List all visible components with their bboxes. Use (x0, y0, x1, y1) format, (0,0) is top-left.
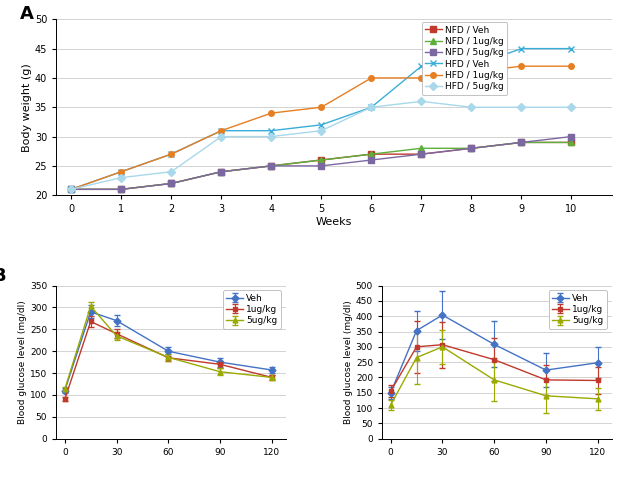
HFD / 1ug/kg (318, 104, 325, 110)
HFD / Veh (417, 63, 425, 69)
NFD / 1ug/kg (417, 146, 425, 151)
HFD / 5ug/kg (218, 134, 225, 139)
HFD / Veh (218, 128, 225, 134)
HFD / 1ug/kg (117, 169, 125, 174)
NFD / 5ug/kg (467, 146, 475, 151)
HFD / 1ug/kg (67, 187, 75, 192)
NFD / 5ug/kg (268, 163, 275, 169)
Text: B: B (0, 268, 6, 285)
NFD / Veh (117, 187, 125, 192)
HFD / 5ug/kg (318, 128, 325, 134)
HFD / Veh (167, 151, 175, 157)
HFD / Veh (518, 46, 525, 52)
HFD / Veh (117, 169, 125, 174)
HFD / Veh (368, 104, 375, 110)
HFD / Veh (67, 187, 75, 192)
HFD / 5ug/kg (117, 174, 125, 180)
NFD / Veh (167, 181, 175, 187)
Line: NFD / 1ug/kg: NFD / 1ug/kg (69, 140, 574, 192)
HFD / 1ug/kg (518, 63, 525, 69)
HFD / 5ug/kg (268, 134, 275, 139)
HFD / 1ug/kg (218, 128, 225, 134)
Legend: Veh, 1ug/kg, 5ug/kg: Veh, 1ug/kg, 5ug/kg (548, 290, 607, 329)
HFD / 5ug/kg (518, 104, 525, 110)
X-axis label: Weeks: Weeks (316, 217, 352, 227)
Line: NFD / 5ug/kg: NFD / 5ug/kg (69, 134, 574, 192)
Legend: NFD / Veh, NFD / 1ug/kg, NFD / 5ug/kg, HFD / Veh, HFD / 1ug/kg, HFD / 5ug/kg: NFD / Veh, NFD / 1ug/kg, NFD / 5ug/kg, H… (422, 22, 507, 94)
HFD / Veh (568, 46, 575, 52)
NFD / 5ug/kg (318, 163, 325, 169)
HFD / 1ug/kg (467, 69, 475, 75)
Line: HFD / 5ug/kg: HFD / 5ug/kg (69, 99, 574, 192)
HFD / 5ug/kg (368, 104, 375, 110)
Y-axis label: Blood glucose level (mg/dl): Blood glucose level (mg/dl) (18, 300, 27, 424)
NFD / 1ug/kg (467, 146, 475, 151)
HFD / 5ug/kg (467, 104, 475, 110)
HFD / Veh (268, 128, 275, 134)
HFD / 1ug/kg (417, 75, 425, 81)
Line: HFD / 1ug/kg: HFD / 1ug/kg (69, 64, 574, 192)
NFD / Veh (417, 151, 425, 157)
NFD / 1ug/kg (218, 169, 225, 174)
NFD / Veh (568, 139, 575, 145)
NFD / Veh (218, 169, 225, 174)
NFD / 1ug/kg (318, 157, 325, 163)
NFD / 5ug/kg (417, 151, 425, 157)
NFD / 1ug/kg (67, 187, 75, 192)
NFD / 5ug/kg (218, 169, 225, 174)
NFD / Veh (368, 151, 375, 157)
HFD / 1ug/kg (268, 110, 275, 116)
NFD / Veh (518, 139, 525, 145)
NFD / 1ug/kg (518, 139, 525, 145)
Y-axis label: Blood glucose level (mg/dl): Blood glucose level (mg/dl) (344, 300, 353, 424)
NFD / 5ug/kg (518, 139, 525, 145)
NFD / Veh (268, 163, 275, 169)
HFD / 5ug/kg (167, 169, 175, 174)
NFD / 1ug/kg (268, 163, 275, 169)
NFD / Veh (467, 146, 475, 151)
NFD / Veh (318, 157, 325, 163)
NFD / 5ug/kg (67, 187, 75, 192)
Legend: Veh, 1ug/kg, 5ug/kg: Veh, 1ug/kg, 5ug/kg (223, 290, 281, 329)
Y-axis label: Body weight (g): Body weight (g) (22, 63, 32, 152)
HFD / Veh (318, 122, 325, 128)
HFD / 1ug/kg (167, 151, 175, 157)
HFD / 1ug/kg (368, 75, 375, 81)
Line: HFD / Veh: HFD / Veh (69, 46, 574, 192)
HFD / 5ug/kg (568, 104, 575, 110)
NFD / 5ug/kg (117, 187, 125, 192)
NFD / 5ug/kg (167, 181, 175, 187)
NFD / 1ug/kg (368, 151, 375, 157)
NFD / 1ug/kg (568, 139, 575, 145)
HFD / 1ug/kg (568, 63, 575, 69)
NFD / 1ug/kg (117, 187, 125, 192)
NFD / Veh (67, 187, 75, 192)
NFD / 1ug/kg (167, 181, 175, 187)
NFD / 5ug/kg (368, 157, 375, 163)
HFD / 5ug/kg (67, 187, 75, 192)
NFD / 5ug/kg (568, 134, 575, 139)
Line: NFD / Veh: NFD / Veh (69, 140, 574, 192)
HFD / 5ug/kg (417, 98, 425, 104)
HFD / Veh (467, 63, 475, 69)
Text: A: A (20, 5, 34, 23)
